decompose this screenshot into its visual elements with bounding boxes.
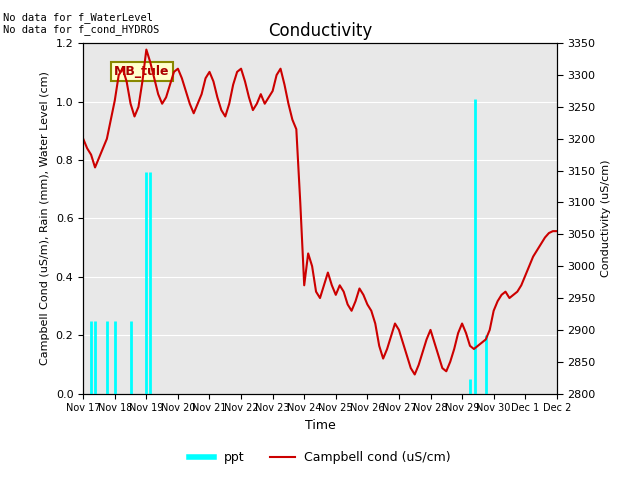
Legend: ppt, Campbell cond (uS/cm): ppt, Campbell cond (uS/cm): [184, 446, 456, 469]
Y-axis label: Conductivity (uS/cm): Conductivity (uS/cm): [601, 160, 611, 277]
Y-axis label: Campbell Cond (uS/m), Rain (mm), Water Level (cm): Campbell Cond (uS/m), Rain (mm), Water L…: [40, 72, 50, 365]
Text: No data for f_WaterLevel
No data for f_cond_HYDROS: No data for f_WaterLevel No data for f_c…: [3, 12, 159, 36]
Text: MB_tule: MB_tule: [114, 65, 170, 78]
Title: Conductivity: Conductivity: [268, 22, 372, 40]
X-axis label: Time: Time: [305, 419, 335, 432]
